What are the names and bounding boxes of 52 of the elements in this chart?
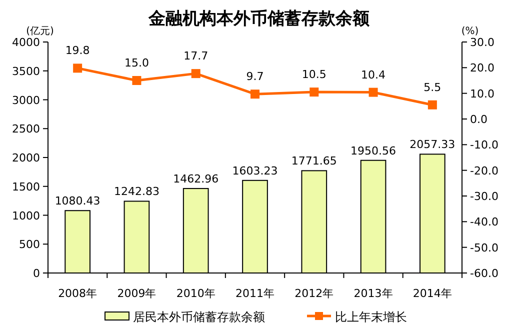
y2-tick-label: -20.0 <box>470 164 498 178</box>
x-tick-label: 2008年 <box>58 287 98 300</box>
data-label: 15.0 <box>124 56 149 70</box>
x-tick-label: 2013年 <box>354 287 393 300</box>
y-tick-label: 500 <box>19 238 40 252</box>
point <box>73 64 82 73</box>
y-tick-label: 2500 <box>12 122 40 136</box>
legend-label: 比上年末增长 <box>335 310 407 324</box>
y2-tick-label: 10.0 <box>470 87 494 100</box>
data-label: 1771.65 <box>291 154 337 168</box>
y-tick-label: 2000 <box>12 152 40 164</box>
y2-tick-label: 20.0 <box>470 62 494 75</box>
point <box>310 88 319 97</box>
data-label: 1462.96 <box>173 172 219 186</box>
y2-tick-label: -40.0 <box>470 216 498 229</box>
y-tick-label: 1500 <box>12 180 40 194</box>
y2-tick-label: -60.0 <box>470 267 498 280</box>
x-tick-label: 2014年 <box>412 287 452 300</box>
chart-title: 金融机构本外币储蓄存款余额 <box>148 9 370 29</box>
y2-axis-title: (%) <box>461 26 479 37</box>
point <box>428 100 437 110</box>
y-axis-title: (亿元) <box>26 26 54 37</box>
x-tick-label: 2012年 <box>294 287 334 300</box>
x-tick-label: 2011年 <box>236 287 274 300</box>
data-label: 2057.33 <box>410 138 456 152</box>
y2-tick-label: 30.0 <box>470 36 494 49</box>
data-label: 1950.56 <box>350 144 396 158</box>
y2-tick-label: -10.0 <box>470 138 498 152</box>
y2-tick-label: -30.0 <box>470 190 498 203</box>
data-label: 10.4 <box>361 68 386 82</box>
y-tick-label: 3000 <box>12 94 40 107</box>
y-tick-label: 3500 <box>12 64 40 78</box>
x-tick-label: 2009年 <box>117 287 156 300</box>
data-label: 1603.23 <box>232 164 278 178</box>
y-tick-label: 1000 <box>12 209 40 222</box>
data-label: 1080.43 <box>54 194 100 208</box>
data-label: 1242.83 <box>114 185 160 198</box>
point <box>132 76 142 85</box>
y-tick-label: 0 <box>33 267 40 280</box>
point <box>250 90 260 99</box>
y-tick-label: 4000 <box>12 36 40 49</box>
data-label: 17.7 <box>184 50 208 63</box>
y2-tick-label: 0.0 <box>470 113 488 126</box>
data-label: 5.5 <box>424 80 442 94</box>
y2-tick-label: -50.0 <box>470 241 498 254</box>
legend-label: 居民本外币储蓄存款余额 <box>133 310 265 324</box>
data-label: 9.7 <box>246 70 264 84</box>
point <box>191 69 200 78</box>
data-label: 19.8 <box>65 44 90 58</box>
data-label: 10.5 <box>302 68 326 82</box>
point <box>368 88 378 97</box>
x-tick-label: 2010年 <box>176 287 216 300</box>
